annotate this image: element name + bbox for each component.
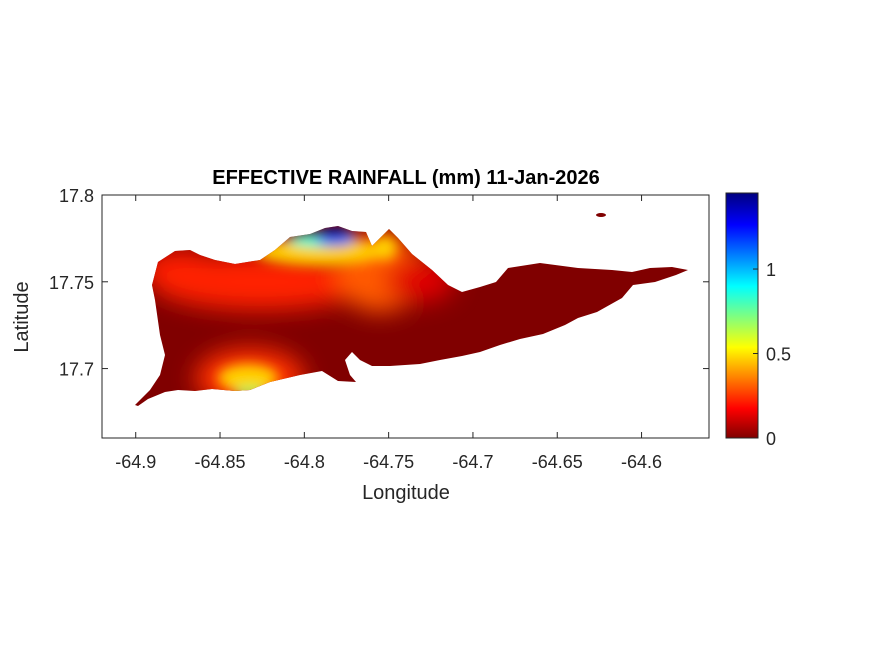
x-axis-label: Longitude [362, 482, 450, 504]
y-axis-label: Latitude [11, 281, 33, 352]
colorbar [725, 192, 759, 439]
colorbar-ticks: 00.51 [753, 260, 791, 449]
y-tick-label: 17.7 [59, 360, 94, 380]
y-tick-label: 17.75 [49, 273, 94, 293]
x-tick-label: -64.7 [452, 452, 493, 472]
x-tick-label: -64.9 [115, 452, 156, 472]
x-tick-labels: -64.9 -64.85 -64.8 -64.75 -64.7 -64.65 -64.6 [115, 452, 662, 472]
x-tick-label: -64.75 [363, 452, 414, 472]
y-tick-label: 17.8 [59, 186, 94, 206]
chart-title: EFFECTIVE RAINFALL (mm) 11-Jan-2026 [212, 167, 600, 189]
colorbar-tick-label: 0 [766, 429, 776, 449]
y-tick-labels: 17.7 17.75 17.8 [49, 186, 94, 380]
x-tick-label: -64.85 [195, 452, 246, 472]
islet [596, 213, 606, 217]
x-tick-label: -64.65 [532, 452, 583, 472]
colorbar-tick-label: 0.5 [766, 345, 791, 365]
x-tick-label: -64.6 [621, 452, 662, 472]
colorbar-tick-label: 1 [766, 260, 776, 280]
x-tick-label: -64.8 [284, 452, 325, 472]
axis-ticks [102, 194, 709, 438]
